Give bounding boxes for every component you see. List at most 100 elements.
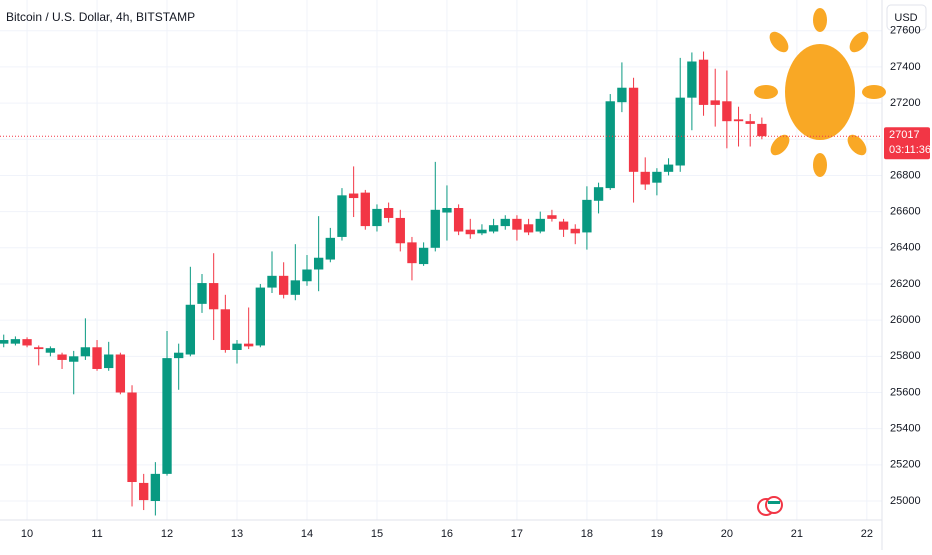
candle-body — [663, 164, 674, 172]
candle-body — [570, 228, 580, 234]
y-tick-label: 26000 — [890, 314, 921, 326]
x-tick-label: 17 — [511, 528, 523, 540]
candle-body — [150, 473, 161, 502]
candle-body — [488, 225, 499, 232]
candle-body — [139, 482, 149, 501]
y-tick-label: 25600 — [890, 386, 921, 398]
y-tick-label: 27600 — [890, 25, 921, 37]
candle-body — [512, 218, 522, 230]
candle-body — [442, 208, 452, 213]
candle-body — [45, 348, 56, 353]
last-price-label: 27017 — [889, 129, 920, 141]
x-tick-label: 22 — [861, 528, 873, 540]
candle-body — [593, 187, 604, 201]
y-tick-label: 25400 — [890, 423, 921, 435]
candle-body — [628, 87, 639, 172]
x-tick-label: 10 — [21, 528, 33, 540]
currency[interactable]: USD — [894, 12, 917, 24]
candle-body — [69, 356, 79, 362]
candle-body — [558, 221, 569, 230]
candle-body — [244, 343, 254, 347]
candle-body — [547, 215, 557, 219]
candle-body — [197, 283, 207, 304]
candle-body — [290, 280, 300, 295]
y-tick-label: 26600 — [890, 206, 921, 218]
y-tick-label: 25200 — [890, 459, 921, 471]
candle-body — [255, 287, 265, 346]
candle-body — [220, 309, 231, 350]
candle-body — [395, 217, 405, 244]
x-tick-label: 14 — [301, 528, 313, 540]
y-tick-label: 25000 — [890, 495, 921, 507]
countdown-label: 03:11:36 — [889, 144, 931, 156]
candle-body — [605, 101, 615, 189]
candle-body — [337, 195, 347, 237]
chart-title: Bitcoin / U.S. Dollar, 4h, BITSTAMP — [6, 10, 195, 24]
last-price-box — [884, 127, 930, 160]
y-tick-label: 25800 — [890, 350, 921, 362]
candle-body — [22, 339, 32, 346]
candle-body — [418, 247, 429, 265]
x-tick-label: 13 — [231, 528, 243, 540]
candle-body — [477, 229, 487, 234]
candle-body — [722, 101, 732, 122]
candle-body — [523, 224, 534, 233]
y-tick-label: 27200 — [890, 97, 921, 109]
candle-body — [640, 171, 650, 185]
sun-sticker — [754, 8, 886, 177]
candle-body — [115, 354, 126, 393]
candle-body — [465, 229, 475, 235]
y-tick-label: 27400 — [890, 61, 921, 73]
grid — [0, 0, 882, 520]
x-tick-label: 19 — [651, 528, 663, 540]
x-tick-label: 20 — [721, 528, 733, 540]
logo-icon — [757, 496, 783, 516]
candle-body — [302, 269, 312, 282]
x-tick-label: 21 — [791, 528, 803, 540]
candle-body — [360, 192, 370, 227]
candle-body — [174, 352, 184, 359]
candle-body — [127, 392, 137, 483]
x-tick-label: 18 — [581, 528, 593, 540]
y-tick-label: 26200 — [890, 278, 921, 290]
candle-body — [104, 354, 114, 369]
candle-body — [733, 119, 744, 122]
candle-body — [232, 343, 242, 350]
candle-body — [348, 193, 359, 199]
candle-body — [407, 242, 417, 264]
candle-body — [500, 218, 510, 227]
candle-body — [535, 218, 545, 232]
candle-body — [267, 275, 277, 288]
candle-body — [80, 347, 91, 357]
candle-body — [383, 208, 394, 218]
candles — [0, 51, 767, 516]
candle-body — [325, 237, 335, 260]
x-tick-label: 11 — [91, 528, 102, 540]
candle-body — [687, 61, 697, 98]
candle-body — [313, 257, 324, 270]
candle-body — [710, 100, 720, 105]
candle-body — [0, 340, 9, 344]
candle-body — [675, 97, 685, 166]
x-tick-label: 16 — [441, 528, 453, 540]
candle-body — [34, 347, 44, 350]
candle-body — [162, 358, 172, 474]
candle-body — [582, 199, 592, 233]
currency-box[interactable] — [886, 4, 927, 31]
x-tick-label: 15 — [371, 528, 383, 540]
candle-body — [617, 87, 627, 103]
candle-body — [209, 283, 219, 310]
candle-body — [92, 347, 102, 369]
candle-body — [278, 275, 289, 295]
candle-body — [745, 121, 755, 124]
candle-body — [757, 123, 767, 137]
x-tick-label: 12 — [161, 528, 173, 540]
y-tick-label: 26400 — [890, 242, 921, 254]
candle-body — [185, 304, 196, 355]
candle-body — [372, 208, 382, 227]
candle-body — [430, 209, 440, 248]
candle-body — [698, 59, 709, 105]
candle-body — [453, 208, 464, 232]
candle-body — [652, 171, 662, 183]
